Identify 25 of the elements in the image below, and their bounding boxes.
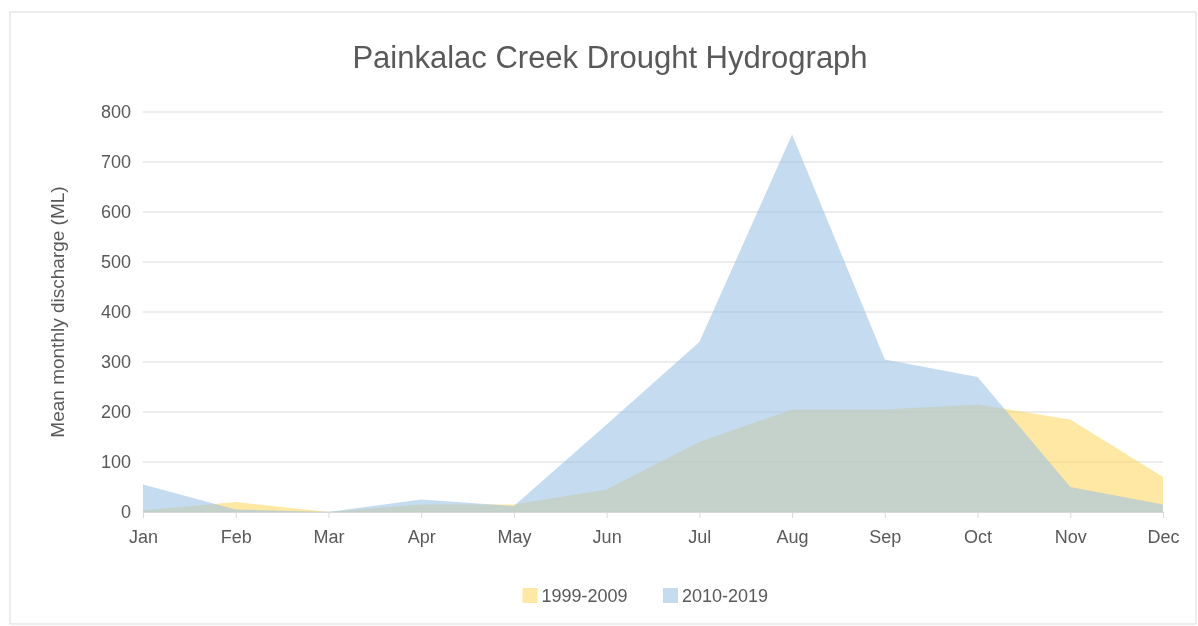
x-tick-label: Apr xyxy=(407,526,436,547)
y-tick-label: 600 xyxy=(100,202,131,223)
x-tick-label: Sep xyxy=(869,526,902,547)
legend-label: 2010-2019 xyxy=(682,586,769,606)
y-tick-label: 500 xyxy=(100,252,131,273)
x-tick-label: Jan xyxy=(128,526,159,547)
y-tick-label: 200 xyxy=(100,402,131,423)
x-tick-label: Feb xyxy=(220,526,252,547)
x-tick-label: Dec xyxy=(1147,526,1180,547)
x-tick-label: Oct xyxy=(964,526,993,547)
y-tick-label: 0 xyxy=(120,502,131,523)
x-tick-label: Mar xyxy=(313,526,345,547)
y-tick-label: 700 xyxy=(100,152,131,173)
y-axis-title: Mean monthly discharge (ML) xyxy=(47,186,68,438)
x-tick-label: Jul xyxy=(688,526,712,547)
x-tick-label: Jun xyxy=(592,526,622,547)
y-tick-label: 300 xyxy=(100,352,131,373)
x-tick-label: Nov xyxy=(1054,526,1087,547)
y-tick-label: 100 xyxy=(100,452,131,473)
chart-title: Painkalac Creek Drought Hydrograph xyxy=(352,40,868,75)
y-tick-label: 800 xyxy=(100,102,131,123)
x-tick-label: May xyxy=(497,526,532,547)
x-tick-label: Aug xyxy=(776,526,809,547)
y-tick-label: 400 xyxy=(100,302,131,323)
legend-label: 1999-2009 xyxy=(541,586,628,606)
